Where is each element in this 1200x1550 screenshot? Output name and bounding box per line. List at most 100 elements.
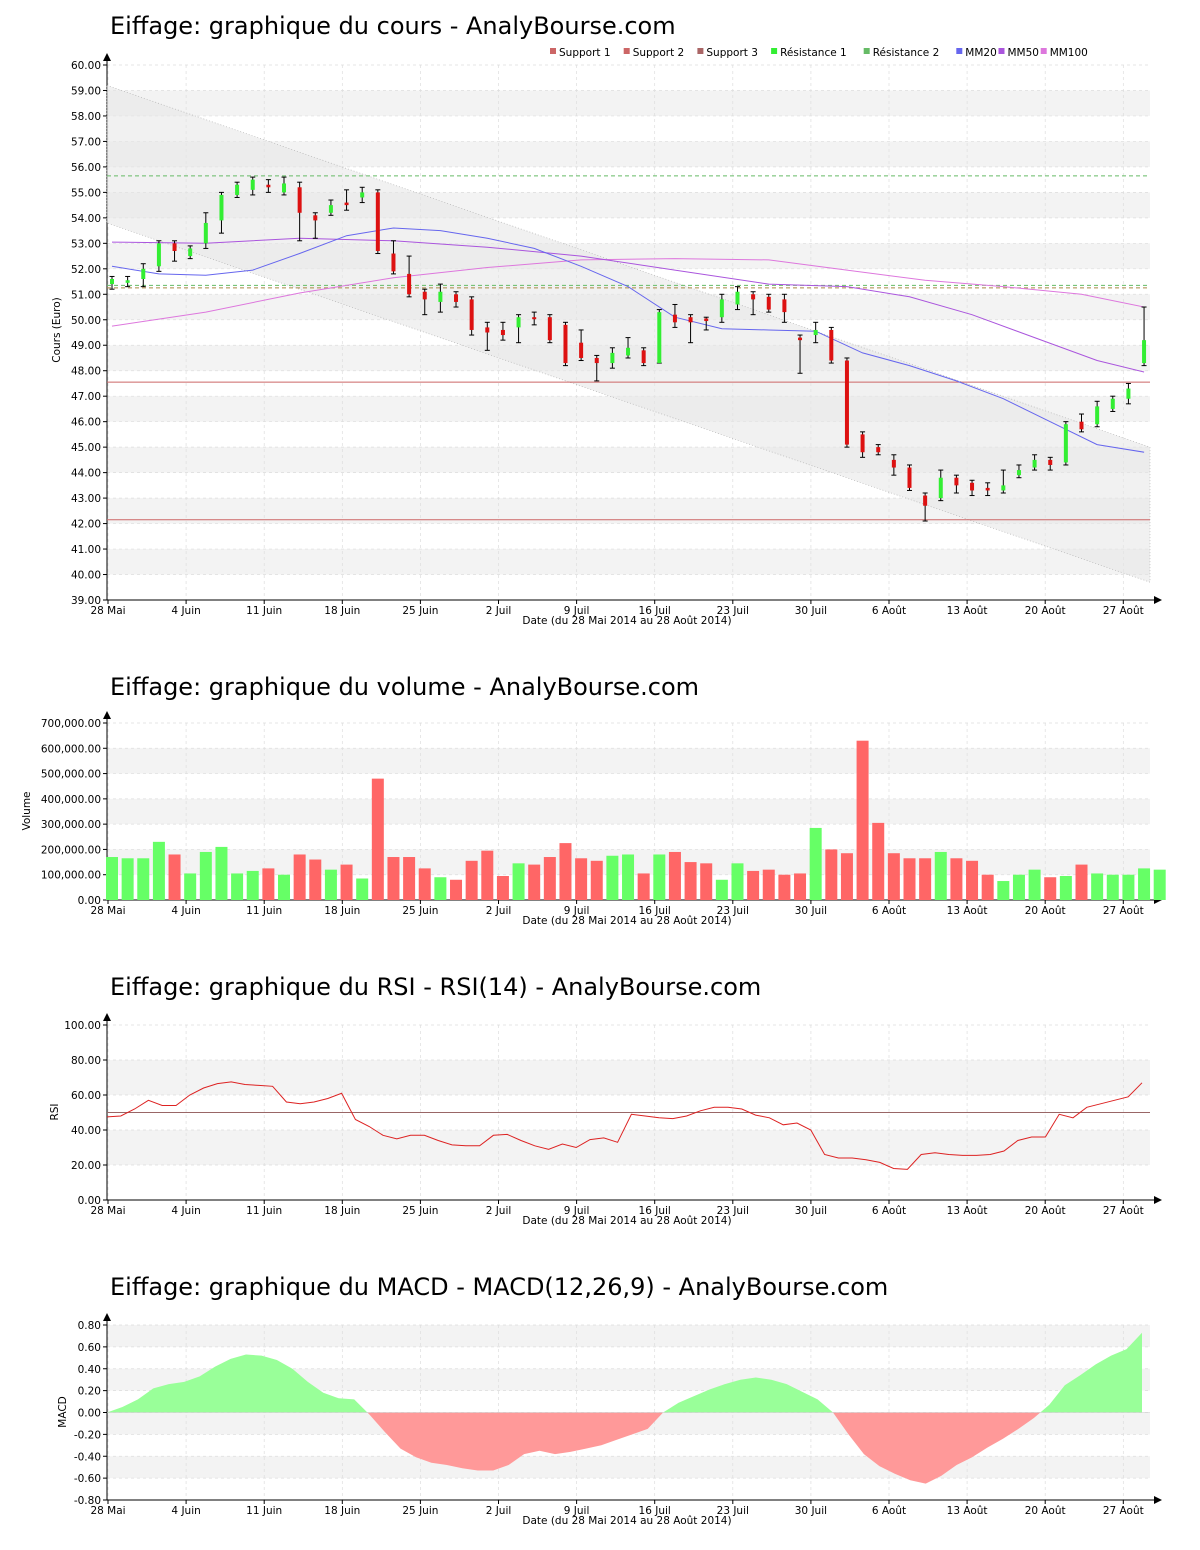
volume-bar bbox=[434, 877, 447, 900]
mm20-line bbox=[111, 227, 1145, 453]
candle-body bbox=[563, 324, 568, 364]
volume-bar bbox=[778, 874, 791, 900]
legend-entry: Résistance 1 bbox=[780, 47, 847, 59]
volume-bar bbox=[559, 843, 572, 900]
candle-body bbox=[594, 357, 599, 364]
macd-band bbox=[107, 1456, 1150, 1479]
macd-y-axis-label: MACD bbox=[57, 1396, 69, 1427]
volume-bar bbox=[324, 869, 337, 900]
price-x-tick-label: 28 Mai bbox=[90, 605, 125, 617]
candle-body bbox=[1032, 459, 1037, 468]
price-y-tick-label: 54.00 bbox=[71, 213, 101, 225]
candle-body bbox=[282, 183, 287, 193]
price-y-tick-label: 45.00 bbox=[71, 442, 101, 454]
candle-body bbox=[719, 299, 724, 318]
legend-entry: MM100 bbox=[1050, 47, 1088, 59]
candle-body bbox=[203, 222, 208, 244]
price-y-tick-label: 51.00 bbox=[71, 289, 101, 301]
volume-bar bbox=[575, 858, 588, 900]
candle-body bbox=[1126, 388, 1131, 399]
volume-bar bbox=[106, 857, 118, 900]
price-x-tick-label: 11 Juin bbox=[246, 605, 282, 617]
price-y-tick-label: 49.00 bbox=[71, 340, 101, 352]
rsi-x-axis-label: Date (du 28 Mai 2014 au 28 Août 2014) bbox=[522, 1215, 731, 1227]
volume-bar bbox=[481, 850, 494, 900]
price-y-axis-label: Cours (Euro) bbox=[51, 297, 63, 363]
rsi-x-axis-arrow bbox=[1154, 1196, 1162, 1204]
price-chart-title: Eiffage: graphique du cours - AnalyBours… bbox=[110, 12, 676, 40]
volume-x-tick-label: 4 Juin bbox=[171, 905, 200, 917]
candle-body bbox=[766, 296, 771, 310]
volume-x-tick-label: 20 Août bbox=[1025, 905, 1066, 917]
candle-body bbox=[626, 347, 631, 356]
legend-entry: MM50 bbox=[1008, 47, 1039, 59]
legend-swatch bbox=[771, 48, 778, 54]
candle-body bbox=[547, 317, 552, 341]
price-y-tick-label: 56.00 bbox=[71, 162, 101, 174]
legend-swatch bbox=[956, 48, 963, 54]
candle-body bbox=[610, 352, 615, 364]
volume-y-axis-label: Volume bbox=[21, 791, 33, 830]
candle-body bbox=[141, 268, 146, 279]
candle-body bbox=[360, 192, 365, 198]
trend-channel bbox=[106, 84, 1151, 583]
candle-body bbox=[813, 329, 818, 336]
price-x-tick-label: 23 Juil bbox=[717, 605, 749, 617]
rsi-x-tick-label: 11 Juin bbox=[246, 1205, 282, 1217]
candle-body bbox=[672, 314, 677, 323]
candle-body bbox=[641, 350, 646, 364]
legend-swatch bbox=[998, 48, 1005, 54]
volume-band bbox=[107, 748, 1150, 774]
candle-body bbox=[782, 299, 787, 313]
volume-bar bbox=[731, 863, 744, 900]
volume-y-tick-label: 0.00 bbox=[78, 895, 101, 907]
rsi-y-tick-label: 0.00 bbox=[78, 1195, 101, 1207]
macd-y-tick-label: 0.20 bbox=[78, 1386, 101, 1398]
candle-body bbox=[970, 482, 975, 491]
price-y-tick-label: 60.00 bbox=[71, 60, 101, 72]
volume-bar bbox=[762, 869, 775, 900]
price-x-tick-label: 9 Juil bbox=[564, 605, 590, 617]
candle-body bbox=[798, 337, 803, 341]
volume-chart-title: Eiffage: graphique du volume - AnalyBour… bbox=[110, 673, 699, 701]
volume-bar bbox=[919, 858, 932, 900]
macd-y-axis-arrow bbox=[103, 1313, 111, 1321]
price-y-axis-arrow bbox=[103, 53, 111, 61]
candle-body bbox=[704, 318, 709, 322]
price-x-tick-label: 2 Juil bbox=[486, 605, 512, 617]
volume-bar bbox=[1044, 877, 1057, 900]
volume-chart-panel: Eiffage: graphique du volume - AnalyBour… bbox=[21, 673, 1166, 927]
price-y-tick-label: 46.00 bbox=[71, 417, 101, 429]
candle-body bbox=[156, 243, 161, 267]
rsi-x-tick-label: 28 Mai bbox=[90, 1205, 125, 1217]
price-y-tick-label: 52.00 bbox=[71, 264, 101, 276]
volume-bar bbox=[637, 873, 650, 900]
macd-positive-area bbox=[107, 1354, 368, 1413]
rsi-x-tick-label: 4 Juin bbox=[171, 1205, 200, 1217]
price-x-tick-label: 13 Août bbox=[947, 605, 988, 617]
candle-body bbox=[829, 329, 834, 361]
macd-x-tick-label: 13 Août bbox=[947, 1505, 988, 1517]
volume-bar bbox=[668, 851, 681, 900]
volume-bar bbox=[356, 878, 369, 900]
candle-body bbox=[188, 248, 193, 257]
volume-bar bbox=[199, 851, 212, 900]
macd-x-tick-label: 11 Juin bbox=[246, 1505, 282, 1517]
rsi-x-tick-label: 2 Juil bbox=[486, 1205, 512, 1217]
volume-y-tick-label: 100,000.00 bbox=[41, 870, 101, 882]
volume-band bbox=[107, 798, 1150, 825]
candle-body bbox=[500, 329, 505, 336]
volume-bar bbox=[950, 858, 963, 900]
rsi-y-tick-label: 20.00 bbox=[71, 1160, 101, 1172]
volume-bar bbox=[215, 846, 228, 900]
price-y-tick-label: 58.00 bbox=[71, 111, 101, 123]
volume-x-tick-label: 18 Juin bbox=[324, 905, 360, 917]
volume-bar bbox=[966, 860, 979, 900]
volume-bar bbox=[794, 873, 807, 900]
candle-body bbox=[923, 495, 928, 506]
volume-bar bbox=[684, 862, 697, 900]
volume-bar bbox=[840, 853, 853, 900]
candle-body bbox=[375, 192, 380, 251]
rsi-x-tick-label: 23 Juil bbox=[717, 1205, 749, 1217]
